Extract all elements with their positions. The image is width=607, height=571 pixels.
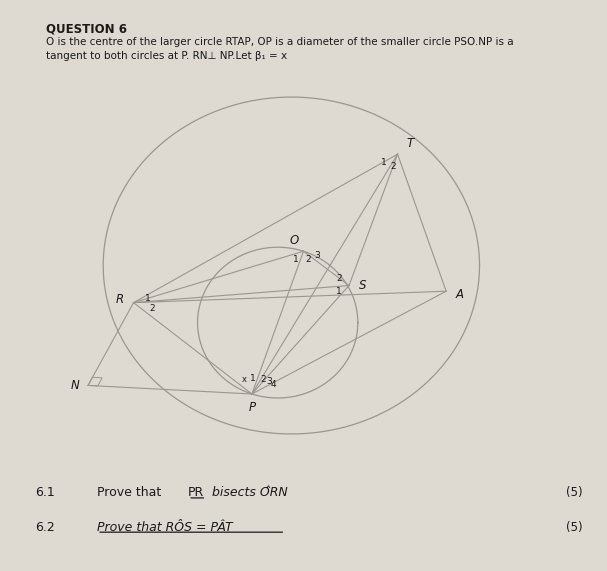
Text: 1: 1 <box>293 255 299 264</box>
Text: 2: 2 <box>390 162 396 171</box>
Text: O: O <box>289 235 299 247</box>
Text: T: T <box>406 138 413 150</box>
Text: 2: 2 <box>336 274 342 283</box>
Text: P: P <box>248 401 256 414</box>
Text: 3: 3 <box>314 251 320 260</box>
Text: 2: 2 <box>149 304 155 313</box>
Text: 4: 4 <box>271 380 277 389</box>
Text: 6.1: 6.1 <box>35 486 55 500</box>
Text: Prove that RÔS = PÂT: Prove that RÔS = PÂT <box>97 521 232 534</box>
Text: S: S <box>359 279 366 292</box>
Text: tangent to both circles at P. RN⊥ NP.Let β₁ = x: tangent to both circles at P. RN⊥ NP.Let… <box>46 51 287 62</box>
Text: A: A <box>455 288 464 300</box>
Text: 6.2: 6.2 <box>35 521 55 534</box>
Text: 1: 1 <box>336 287 342 296</box>
Text: (5): (5) <box>566 486 583 500</box>
Text: 1: 1 <box>250 373 256 383</box>
Text: QUESTION 6: QUESTION 6 <box>46 23 126 36</box>
Text: Prove that: Prove that <box>97 486 165 500</box>
Text: (5): (5) <box>566 521 583 534</box>
Text: 2: 2 <box>260 375 266 384</box>
Text: 1: 1 <box>381 158 387 167</box>
Text: bisects ÔRN: bisects ÔRN <box>208 486 288 500</box>
Text: 3: 3 <box>266 377 272 386</box>
Text: 2: 2 <box>305 255 311 264</box>
Text: O is the centre of the larger circle RTAP, OP is a diameter of the smaller circl: O is the centre of the larger circle RTA… <box>46 37 513 47</box>
Text: N: N <box>70 379 79 392</box>
Text: R: R <box>116 293 124 306</box>
Text: x: x <box>242 375 247 384</box>
Text: 1: 1 <box>145 293 151 303</box>
Text: PR: PR <box>188 486 205 500</box>
